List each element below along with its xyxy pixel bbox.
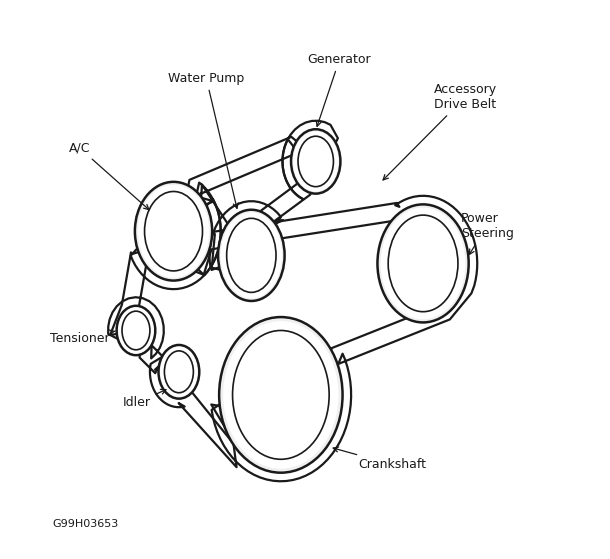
Ellipse shape bbox=[159, 345, 199, 399]
Ellipse shape bbox=[122, 311, 150, 350]
Text: Power
Steering: Power Steering bbox=[461, 212, 514, 254]
Ellipse shape bbox=[232, 330, 329, 459]
Ellipse shape bbox=[138, 184, 209, 278]
Text: Generator: Generator bbox=[307, 53, 371, 126]
Ellipse shape bbox=[388, 215, 458, 312]
Ellipse shape bbox=[378, 205, 468, 323]
Ellipse shape bbox=[219, 317, 343, 473]
Ellipse shape bbox=[160, 347, 198, 397]
Ellipse shape bbox=[118, 307, 154, 353]
Ellipse shape bbox=[298, 136, 334, 187]
Text: Idler: Idler bbox=[123, 390, 166, 409]
Ellipse shape bbox=[135, 182, 212, 281]
Text: G99H03653: G99H03653 bbox=[53, 519, 119, 529]
Text: Tensioner: Tensioner bbox=[50, 330, 115, 345]
Ellipse shape bbox=[293, 131, 339, 192]
Text: Crankshaft: Crankshaft bbox=[333, 447, 426, 471]
Ellipse shape bbox=[291, 129, 340, 193]
Ellipse shape bbox=[381, 207, 465, 319]
Text: Water Pump: Water Pump bbox=[168, 72, 245, 209]
Text: Accessory
Drive Belt: Accessory Drive Belt bbox=[383, 83, 497, 180]
Ellipse shape bbox=[221, 212, 282, 299]
Ellipse shape bbox=[218, 210, 285, 301]
Ellipse shape bbox=[145, 192, 203, 271]
Ellipse shape bbox=[227, 219, 276, 292]
Ellipse shape bbox=[117, 306, 156, 355]
Ellipse shape bbox=[223, 321, 339, 468]
Ellipse shape bbox=[165, 351, 193, 393]
Text: A/C: A/C bbox=[69, 141, 149, 210]
